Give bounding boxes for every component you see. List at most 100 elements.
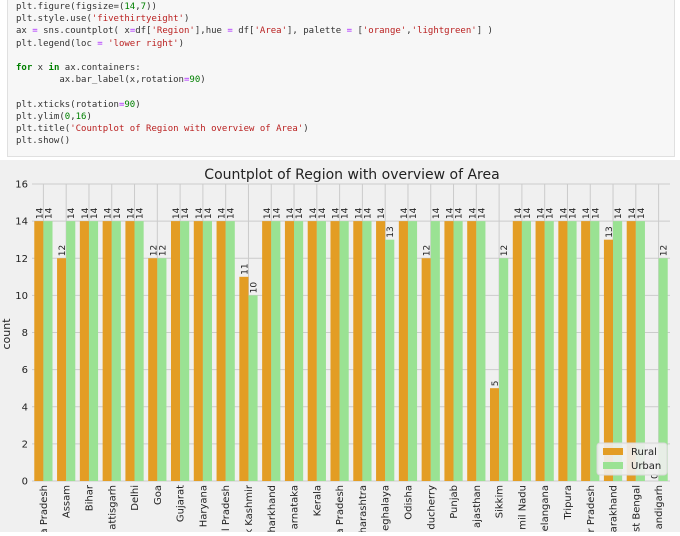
y-tick-label: 14	[15, 217, 28, 228]
x-tick-label: l Pradesh	[221, 485, 232, 531]
bar-rural	[307, 221, 317, 481]
bar-rural	[376, 221, 386, 481]
code-cell[interactable]: plt.figure(figsize=(14,7)) plt.style.use(…	[7, 0, 675, 157]
x-tick-label: arnataka	[290, 485, 301, 529]
code-token: 14	[124, 2, 136, 12]
bar-rural	[57, 258, 67, 481]
bar-urban	[66, 221, 76, 481]
code-token: =	[129, 26, 136, 37]
x-tick-label: attisgarh	[107, 485, 118, 530]
bar-rural	[603, 239, 614, 481]
code-token: ,	[135, 2, 141, 12]
bar-value-label: 14	[445, 207, 455, 219]
bar-urban	[180, 221, 190, 481]
bar-value-label: 14	[400, 207, 410, 219]
code-token: =	[346, 26, 353, 37]
bar-value-label: 14	[44, 207, 54, 219]
bar-value-label: 14	[113, 207, 123, 219]
bar-rural	[102, 221, 112, 481]
code-line: ax = sns.countplot( x=df['Region'],hue =…	[16, 26, 493, 37]
bar-value-label: 0	[651, 473, 661, 479]
y-tick-label: 8	[22, 328, 28, 339]
code-token: =	[97, 38, 103, 49]
bar-value-label: 12	[149, 245, 159, 256]
code-token: =	[227, 26, 233, 37]
code-token: 90	[189, 75, 201, 86]
x-tick-label: a Pradesh	[39, 485, 50, 532]
bar-value-label: 12	[660, 245, 670, 256]
bar-urban	[544, 221, 554, 481]
bar-value-label: 12	[423, 245, 433, 256]
bar-rural	[489, 388, 500, 481]
code-token: ))	[146, 2, 157, 12]
code-token: ,	[70, 111, 76, 122]
x-tick-label: ajasthan	[472, 485, 483, 528]
code-token: )	[178, 38, 184, 49]
x-tick-label: r Pradesh	[586, 485, 597, 532]
code-token: )	[183, 14, 190, 25]
bar-value-label: 14	[354, 207, 364, 219]
x-tick-label: Sikkim	[495, 485, 506, 518]
bar-value-label: 14	[409, 207, 419, 219]
bar-urban	[111, 221, 121, 481]
bar-urban	[362, 221, 372, 481]
bar-value-label: 14	[523, 207, 533, 219]
bar-urban	[339, 221, 349, 481]
x-tick-label: elangana	[540, 485, 551, 531]
x-tick-label: eghalaya	[381, 485, 392, 531]
code-token: ], palette	[287, 26, 347, 37]
bar-value-label: 14	[318, 207, 328, 219]
y-axis-label: count	[0, 318, 13, 350]
bar-value-label: 10	[250, 282, 260, 294]
code-token: )	[200, 75, 206, 86]
code-token: plt.figure(figsize=(	[16, 2, 125, 12]
bar-rural	[558, 221, 568, 481]
bar-rural	[148, 258, 158, 481]
x-tick-label: Tripura	[563, 485, 574, 520]
bar-value-label: 14	[537, 207, 547, 219]
y-tick-label: 6	[22, 365, 28, 376]
code-token: 'lightgreen'	[411, 26, 477, 37]
bar-rural	[444, 221, 454, 481]
code-token: 'lower right'	[108, 38, 179, 49]
bar-rural	[398, 221, 408, 481]
bar-rural	[330, 221, 340, 481]
bar-rural	[170, 221, 181, 481]
bar-rural	[262, 221, 272, 481]
bar-value-label: 14	[559, 207, 569, 219]
bar-urban	[590, 221, 600, 481]
code-token: ax	[16, 26, 33, 37]
code-line: plt.xticks(rotation=90)	[16, 100, 141, 111]
y-tick-label: 12	[15, 254, 28, 265]
code-token: 0	[64, 111, 71, 122]
bar-value-label: 14	[309, 207, 319, 219]
bar-urban	[157, 258, 167, 481]
code-token: df[	[135, 26, 152, 37]
bar-value-label: 14	[477, 207, 487, 219]
x-tick-label: Bihar	[84, 484, 95, 511]
x-tick-label: andigarh	[654, 485, 665, 529]
bar-urban	[134, 221, 144, 481]
bar-rural	[467, 221, 477, 481]
bar-urban	[407, 221, 418, 481]
bar-value-label: 14	[67, 207, 77, 219]
x-tick-label: harashtra	[358, 485, 369, 532]
bar-value-label: 14	[637, 207, 647, 219]
code-line: plt.show()	[16, 136, 70, 147]
code-token: 'fivethirtyeight'	[91, 14, 184, 25]
bar-urban	[248, 295, 258, 481]
bar-value-label: 14	[295, 207, 305, 219]
code-token: plt.title(	[16, 124, 71, 134]
x-tick-label: harkhand	[267, 485, 278, 532]
bar-urban	[613, 221, 623, 481]
bar-value-label: 14	[136, 207, 146, 219]
bar-urban	[316, 221, 326, 481]
code-token: 'orange'	[362, 26, 407, 37]
x-tick-label: arakhand	[609, 485, 620, 532]
x-tick-label: Gujarat	[176, 485, 187, 522]
code-token: 16	[75, 111, 87, 122]
x-tick-label: Odisha	[403, 485, 414, 520]
bar-value-label: 12	[58, 245, 68, 256]
code-token: ax.bar_label(x,rotation	[16, 75, 184, 86]
